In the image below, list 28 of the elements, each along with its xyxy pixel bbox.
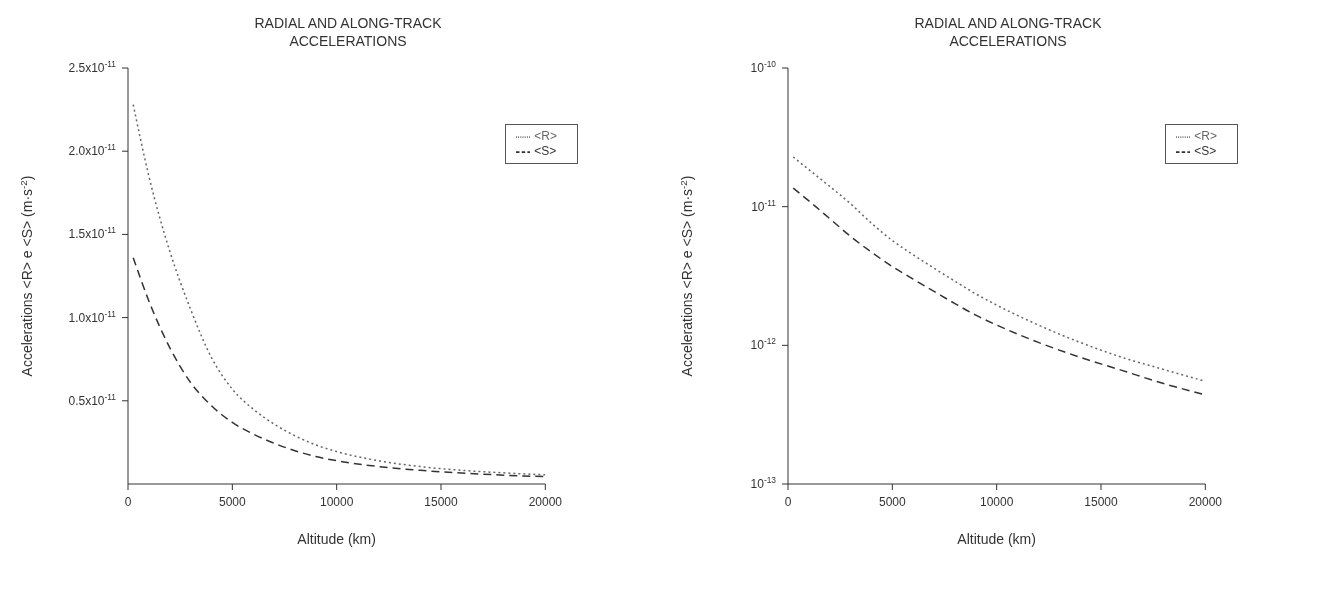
legend-label: <S> (1194, 143, 1217, 158)
y-tick-label: 1.5x10$^{-11}$ (68, 225, 117, 242)
x-tick-label: 0 (784, 495, 792, 509)
x-tick-label: 0 (124, 495, 132, 509)
y-tick-label: 10$^{-13}$ (750, 475, 777, 491)
line-series (132, 256, 546, 478)
x-tick-label: 5000 (878, 495, 906, 509)
y-tick-label: 2.0x10$^{-11}$ (68, 142, 117, 159)
legend-label: <R> (534, 129, 557, 143)
x-axis-title: Altitude (km) (297, 531, 376, 547)
legend-label: <R> (1194, 129, 1217, 143)
x-tick-label: 10000 (979, 495, 1014, 509)
chart-title: RADIAL AND ALONG-TRACK ACCELERATIONS (913, 14, 1103, 50)
x-tick-label: 20000 (1188, 495, 1223, 509)
legend-label: <S> (534, 143, 557, 158)
y-tick-label: 2.5x10$^{-11}$ (68, 59, 117, 75)
x-tick-label: 5000 (218, 495, 246, 509)
y-tick-label: 1.0x10$^{-11}$ (68, 308, 117, 325)
x-tick-label: 10000 (319, 495, 354, 509)
y-tick-label: 10$^{-12}$ (750, 336, 777, 353)
x-tick-label: 15000 (1084, 495, 1118, 509)
x-tick-label: 20000 (528, 495, 563, 509)
y-tick-label: 0.5x10$^{-11}$ (68, 391, 117, 408)
x-axis-title: Altitude (km) (957, 531, 1036, 547)
y-tick-label: 10$^{-11}$ (751, 197, 777, 214)
chart-title: RADIAL AND ALONG-TRACK ACCELERATIONS (253, 14, 443, 50)
y-tick-label: 10$^{-10}$ (750, 59, 777, 75)
x-tick-label: 15000 (424, 495, 458, 509)
